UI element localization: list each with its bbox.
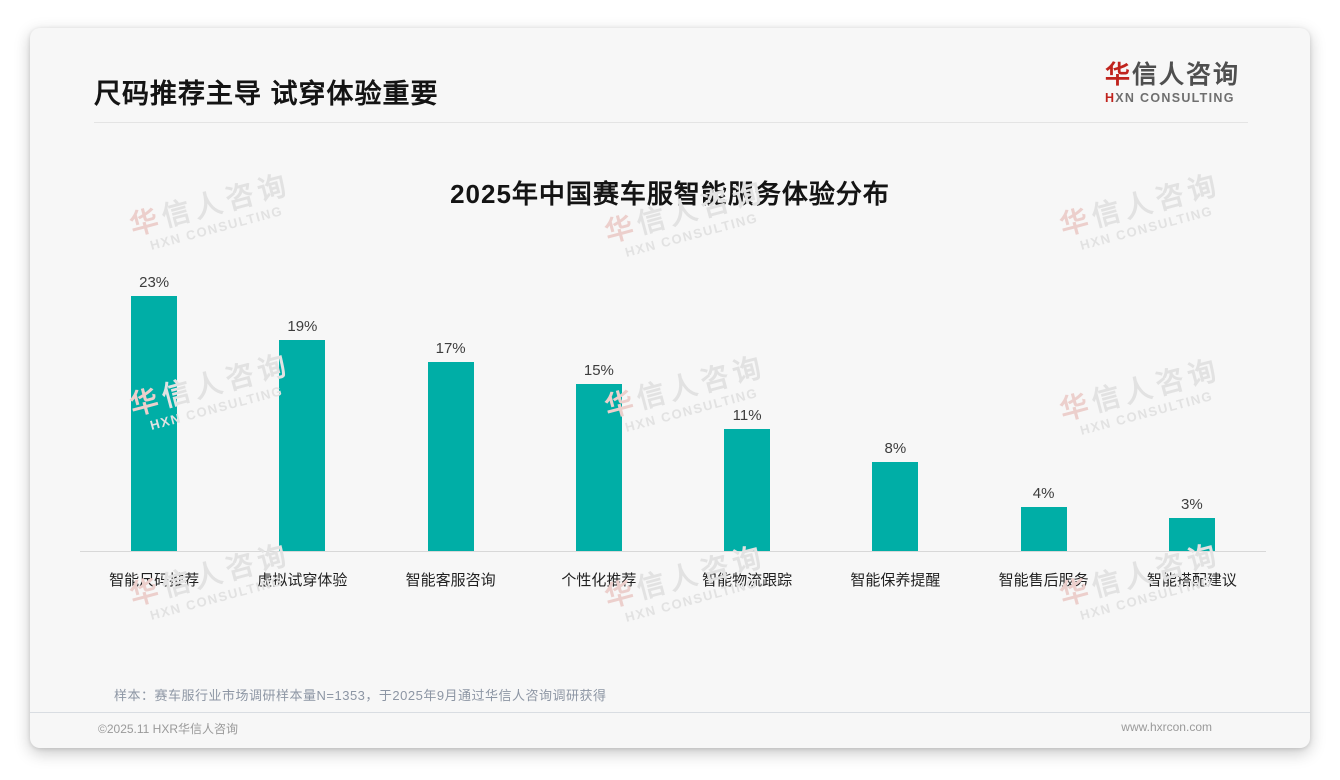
bar — [575, 384, 622, 551]
slide-card: 尺码推荐主导 试穿体验重要 华信人咨询 HXN CONSULTING 2025年… — [30, 28, 1310, 748]
bar-group: 8% — [821, 440, 969, 551]
bar-group: 17% — [377, 340, 525, 551]
bar-value-label: 15% — [583, 362, 614, 379]
brand-name: 华信人咨询 — [1105, 60, 1240, 90]
bar-category-label: 智能保养提醒 — [850, 572, 941, 589]
bar-group: 23% — [80, 274, 228, 551]
bar-category-label: 智能物流跟踪 — [702, 572, 793, 589]
bar-group: 11% — [673, 407, 821, 551]
bar-group: 19% — [228, 318, 376, 551]
categories-row: 智能尺码推荐 虚拟试穿体验 智能客服咨询 个性化推荐 智能物流跟踪 智能保养提醒 智能售后服… — [80, 569, 1266, 590]
bar-group: 15% — [525, 362, 673, 551]
bar — [1020, 507, 1067, 551]
bar-value-label: 4% — [1032, 485, 1055, 502]
bar-value-label: 3% — [1181, 496, 1203, 513]
bar — [131, 296, 178, 551]
bar-value-label: 19% — [287, 318, 318, 335]
footer-bar: ©2025.11 HXR华信人咨询 www.hxrcon.com — [98, 720, 1212, 737]
brand-subtitle-rest: XN CONSULTING — [1115, 91, 1235, 105]
bar-group: 4% — [970, 485, 1118, 551]
watermark-subtitle-text: HXN CONSULTING — [623, 209, 760, 260]
bar-category-label: 虚拟试穿体验 — [257, 572, 348, 589]
brand-subtitle-accent: H — [1104, 91, 1116, 105]
bar-category-label: 智能客服咨询 — [405, 572, 496, 589]
bar — [724, 429, 771, 551]
bar-group: 3% — [1118, 496, 1266, 551]
bar — [279, 340, 326, 551]
chart-title: 2025年中国赛车服智能服务体验分布 — [450, 179, 890, 209]
bars-row: 23% 19% 17% 15% 11% 8% 4% 3% — [80, 268, 1266, 552]
header-divider — [94, 122, 1248, 123]
page-title: 尺码推荐主导 试穿体验重要 — [94, 79, 439, 109]
bar — [427, 362, 474, 551]
bar — [872, 462, 919, 551]
website-text: www.hxrcon.com — [1121, 720, 1212, 734]
brand-name-accent: 华 — [1104, 61, 1132, 89]
bar-chart: 23% 19% 17% 15% 11% 8% 4% 3% 智能尺码推荐 虚拟试穿体验 智能客服咨询… — [80, 268, 1266, 590]
brand-name-rest: 信人咨询 — [1131, 61, 1240, 89]
copyright-text: ©2025.11 HXR华信人咨询 — [98, 722, 238, 736]
brand-logo: 华信人咨询 HXN CONSULTING — [1105, 60, 1240, 105]
bar-value-label: 11% — [732, 407, 762, 424]
bar-value-label: 17% — [435, 340, 466, 357]
bar-value-label: 23% — [139, 274, 170, 291]
bar-category-label: 个性化推荐 — [561, 572, 637, 589]
bar-value-label: 8% — [884, 440, 907, 457]
bar — [1168, 518, 1215, 551]
bar-category-label: 智能售后服务 — [998, 572, 1089, 589]
bar-category-label: 智能尺码推荐 — [109, 572, 200, 589]
sample-note: 样本：赛车服行业市场调研样本量N=1353，于2025年9月通过华信人咨询调研获… — [114, 688, 607, 703]
brand-subtitle: HXN CONSULTING — [1105, 91, 1240, 105]
bar-category-label: 智能搭配建议 — [1146, 572, 1237, 589]
footer-divider — [30, 712, 1310, 713]
